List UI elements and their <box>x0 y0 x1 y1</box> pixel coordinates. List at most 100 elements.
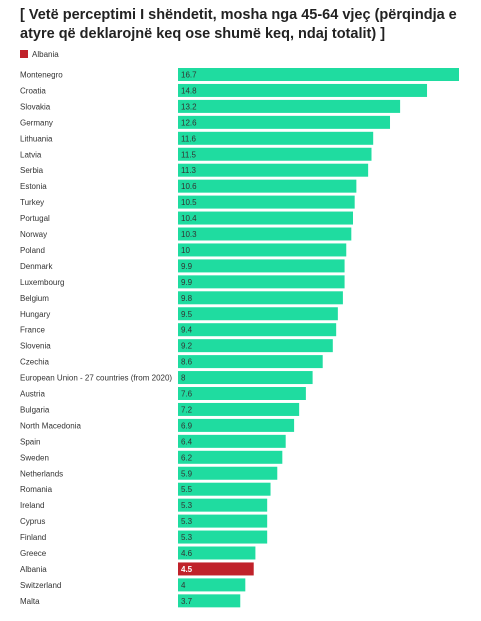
bar-lithuania <box>178 131 374 145</box>
bar-norway <box>178 227 352 241</box>
value-label-slovakia: 13.2 <box>181 102 197 111</box>
category-label-hungary: Hungary <box>20 310 50 319</box>
value-label-norway: 10.3 <box>181 230 197 239</box>
value-label-netherlands: 5.9 <box>181 469 193 478</box>
category-label-france: France <box>20 326 45 335</box>
category-label-bulgaria: Bulgaria <box>20 405 50 414</box>
value-label-austria: 7.6 <box>181 390 193 399</box>
value-label-hungary: 9.5 <box>181 310 193 319</box>
value-label-greece: 4.6 <box>181 549 193 558</box>
value-label-switzerland: 4 <box>181 581 186 590</box>
value-label-spain: 6.4 <box>181 437 193 446</box>
value-label-france: 9.4 <box>181 326 193 335</box>
value-label-denmark: 9.9 <box>181 262 193 271</box>
category-label-turkey: Turkey <box>20 198 44 207</box>
bar-france <box>178 323 337 337</box>
bar-sweden <box>178 450 283 464</box>
value-label-ireland: 5.3 <box>181 501 193 510</box>
value-label-albania: 4.5 <box>181 565 193 574</box>
bar-slovakia <box>178 99 401 113</box>
value-label-north-macedonia: 6.9 <box>181 421 193 430</box>
bar-cyprus <box>178 514 268 528</box>
value-label-turkey: 10.5 <box>181 198 197 207</box>
bar-bulgaria <box>178 402 300 416</box>
category-label-slovakia: Slovakia <box>20 102 51 111</box>
value-label-european-union-27-countries-from-2020: 8 <box>181 374 186 383</box>
category-label-netherlands: Netherlands <box>20 469 63 478</box>
value-label-malta: 3.7 <box>181 597 193 606</box>
value-label-cyprus: 5.3 <box>181 517 193 526</box>
bar-finland <box>178 530 268 544</box>
value-label-czechia: 8.6 <box>181 358 193 367</box>
bar-croatia <box>178 83 428 97</box>
bar-latvia <box>178 147 372 161</box>
bar-north-macedonia <box>178 418 295 432</box>
bar-poland <box>178 243 347 257</box>
category-label-croatia: Croatia <box>20 86 46 95</box>
category-label-poland: Poland <box>20 246 45 255</box>
legend-swatch-albania <box>20 50 28 58</box>
category-label-czechia: Czechia <box>20 358 49 367</box>
category-label-european-union-27-countries-from-2020: European Union - 27 countries (from 2020… <box>20 374 172 383</box>
legend-label-albania: Albania <box>32 49 59 59</box>
category-label-portugal: Portugal <box>20 214 50 223</box>
bar-portugal <box>178 211 353 225</box>
category-label-greece: Greece <box>20 549 47 558</box>
bar-germany <box>178 115 391 129</box>
bar-slovenia <box>178 339 333 353</box>
chart-title: [ Vetë perceptimi I shëndetit, mosha nga… <box>20 7 457 42</box>
bar-ireland <box>178 498 268 512</box>
value-label-poland: 10 <box>181 246 190 255</box>
bar-denmark <box>178 259 345 273</box>
category-label-switzerland: Switzerland <box>20 581 61 590</box>
category-label-luxembourg: Luxembourg <box>20 278 64 287</box>
category-label-spain: Spain <box>20 437 40 446</box>
value-label-montenegro: 16.7 <box>181 71 197 80</box>
category-label-belgium: Belgium <box>20 294 49 303</box>
bar-malta <box>178 594 241 608</box>
value-label-finland: 5.3 <box>181 533 193 542</box>
category-label-estonia: Estonia <box>20 182 47 191</box>
category-label-sweden: Sweden <box>20 453 49 462</box>
bar-luxembourg <box>178 275 345 289</box>
bar-switzerland <box>178 578 246 592</box>
value-label-slovenia: 9.2 <box>181 342 193 351</box>
category-label-malta: Malta <box>20 597 40 606</box>
value-label-latvia: 11.5 <box>181 150 197 159</box>
category-label-montenegro: Montenegro <box>20 71 63 80</box>
category-label-north-macedonia: North Macedonia <box>20 421 81 430</box>
category-label-albania: Albania <box>20 565 47 574</box>
category-label-austria: Austria <box>20 390 45 399</box>
chart-legend: Albania <box>20 48 59 60</box>
category-label-cyprus: Cyprus <box>20 517 45 526</box>
value-label-serbia: 11.3 <box>181 166 197 175</box>
bar-spain <box>178 434 286 448</box>
value-label-belgium: 9.8 <box>181 294 193 303</box>
value-label-romania: 5.5 <box>181 485 193 494</box>
bar-austria <box>178 387 306 400</box>
value-label-lithuania: 11.6 <box>181 134 197 143</box>
bar-european-union-27-countries-from-2020 <box>178 371 313 385</box>
category-label-serbia: Serbia <box>20 166 44 175</box>
category-label-finland: Finland <box>20 533 46 542</box>
value-label-portugal: 10.4 <box>181 214 197 223</box>
category-label-romania: Romania <box>20 485 53 494</box>
bar-hungary <box>178 307 338 321</box>
category-label-germany: Germany <box>20 118 53 127</box>
value-label-croatia: 14.8 <box>181 86 197 95</box>
bar-romania <box>178 482 271 496</box>
category-label-norway: Norway <box>20 230 47 239</box>
bar-montenegro <box>178 68 459 81</box>
bar-estonia <box>178 179 357 193</box>
bar-belgium <box>178 291 343 305</box>
category-label-latvia: Latvia <box>20 150 42 159</box>
value-label-luxembourg: 9.9 <box>181 278 193 287</box>
category-label-slovenia: Slovenia <box>20 342 51 351</box>
value-label-sweden: 6.2 <box>181 453 193 462</box>
bar-czechia <box>178 355 323 369</box>
value-label-germany: 12.6 <box>181 118 197 127</box>
category-label-lithuania: Lithuania <box>20 134 53 143</box>
bar-turkey <box>178 195 355 209</box>
value-label-bulgaria: 7.2 <box>181 405 193 414</box>
